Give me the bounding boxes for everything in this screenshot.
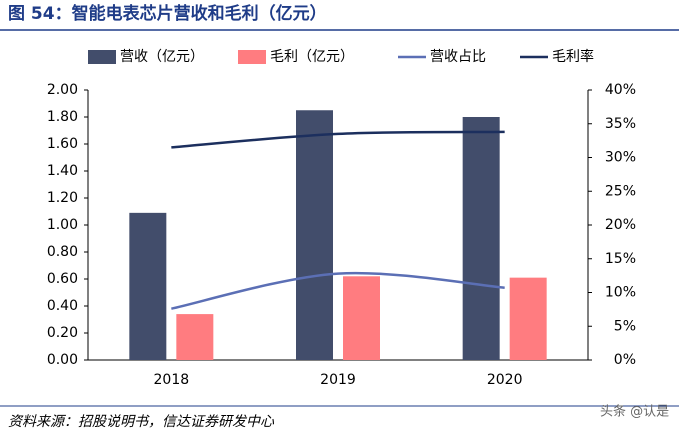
y2-tick-label: 20% <box>605 217 636 233</box>
legend-swatch <box>88 50 116 64</box>
y2-tick-label: 25% <box>605 183 636 199</box>
bar <box>343 276 380 360</box>
legend-label: 营收（亿元） <box>120 49 204 65</box>
legend-swatch <box>238 50 266 64</box>
y2-tick-label: 0% <box>614 352 636 368</box>
bar <box>462 117 500 360</box>
line <box>171 130 505 149</box>
bar <box>296 110 333 360</box>
line <box>171 271 505 310</box>
y-tick-label: 1.60 <box>47 136 78 152</box>
legend-label: 营收占比 <box>430 49 486 65</box>
y-tick-label: 1.80 <box>47 109 78 125</box>
bar <box>129 212 167 360</box>
y-tick-label: 0.80 <box>47 244 78 260</box>
x-tick-label: 2019 <box>320 372 356 388</box>
y-tick-label: 0.20 <box>47 325 78 341</box>
legend-label: 毛利（亿元） <box>270 49 354 65</box>
y2-tick-label: 30% <box>605 150 636 166</box>
y2-tick-label: 15% <box>605 251 636 267</box>
chart-title: 图 54：智能电表芯片营收和毛利（亿元） <box>8 3 327 24</box>
source: 资料来源：招股说明书，信达证券研发中心 <box>8 414 275 430</box>
legend-label: 毛利率 <box>552 48 594 65</box>
y-tick-label: 0.40 <box>47 298 78 314</box>
bar <box>176 314 214 360</box>
y-tick-label: 2.00 <box>47 82 78 98</box>
y-tick-label: 1.00 <box>47 217 78 233</box>
y-tick-label: 1.20 <box>47 190 78 206</box>
watermark: 头条 @认是 <box>600 404 669 420</box>
y2-tick-label: 10% <box>605 285 636 301</box>
bar <box>509 277 547 360</box>
y2-tick-label: 5% <box>614 318 636 334</box>
x-tick-label: 2018 <box>154 372 190 388</box>
y-tick-label: 0.00 <box>47 352 78 368</box>
x-tick-label: 2020 <box>487 372 523 388</box>
y2-tick-label: 35% <box>605 116 636 132</box>
y-tick-label: 0.60 <box>47 271 78 287</box>
y-tick-label: 1.40 <box>47 163 78 179</box>
y2-tick-label: 40% <box>605 82 636 98</box>
